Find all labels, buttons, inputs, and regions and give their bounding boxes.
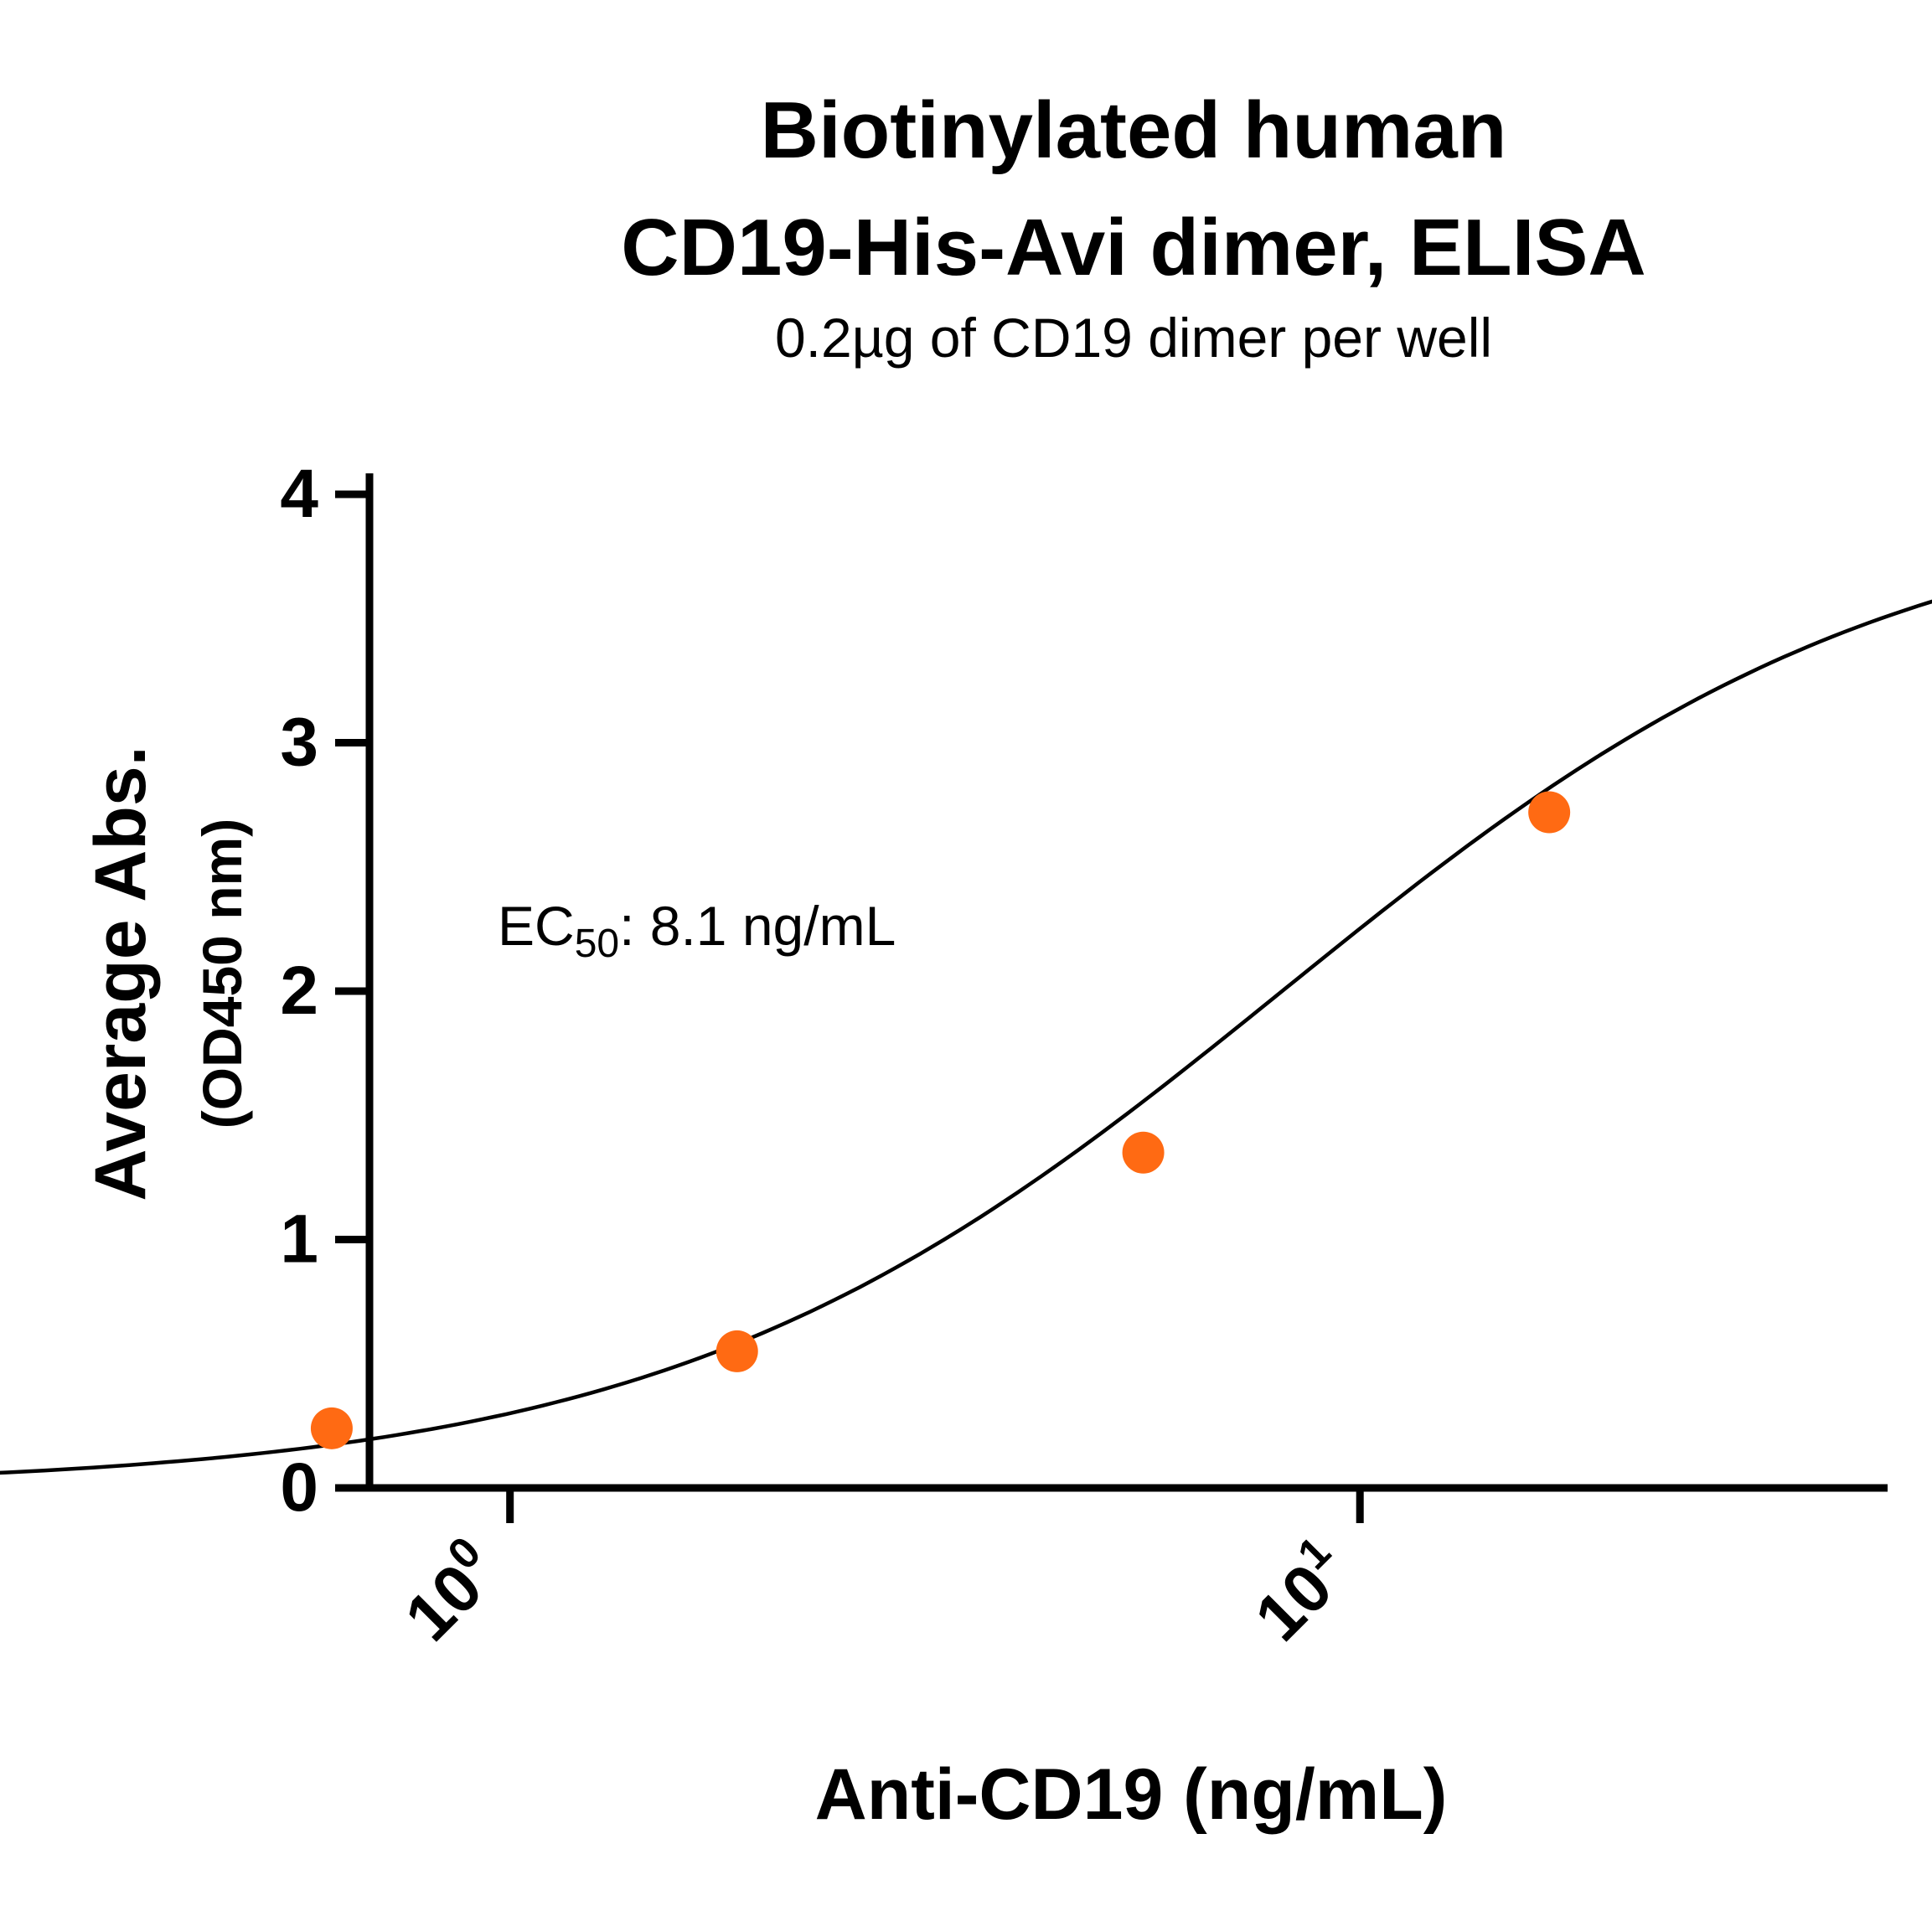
chart-subtitle: 0.2µg of CD19 dimer per well	[775, 307, 1492, 369]
y-tick-label: 1	[280, 1201, 318, 1278]
y-tick-label: 0	[280, 1449, 318, 1526]
y-axis-title: Average Abs. (OD450 nm)	[80, 746, 253, 1201]
fit-curve	[0, 599, 1932, 1475]
ec50-value: : 8.1 ng/mL	[619, 895, 896, 957]
y-tick-label: 3	[280, 705, 318, 781]
ec50-annotation: EC50: 8.1 ng/mL	[498, 895, 896, 966]
ec50-prefix: EC	[498, 895, 575, 957]
y-tick-label: 2	[280, 953, 318, 1029]
y-axis-title-line1: Average Abs.	[80, 746, 161, 1201]
data-point	[1122, 1131, 1165, 1174]
chart-title-line2: CD19-His-Avi dimer, ELISA	[621, 203, 1645, 292]
x-axis-title: Anti-CD19 (ng/mL)	[815, 1754, 1448, 1835]
data-point	[715, 1330, 758, 1372]
ec50-subscript: 50	[575, 922, 619, 966]
y-axis-title-line2: (OD450 nm)	[191, 819, 253, 1129]
data-point	[1528, 791, 1571, 834]
x-tick-label: 100	[386, 1527, 514, 1655]
chart-title-line1: Biotinylated human	[761, 85, 1507, 175]
data-point	[310, 1407, 353, 1449]
y-tick-label: 4	[280, 456, 318, 532]
x-tick-label: 101	[1236, 1527, 1363, 1655]
